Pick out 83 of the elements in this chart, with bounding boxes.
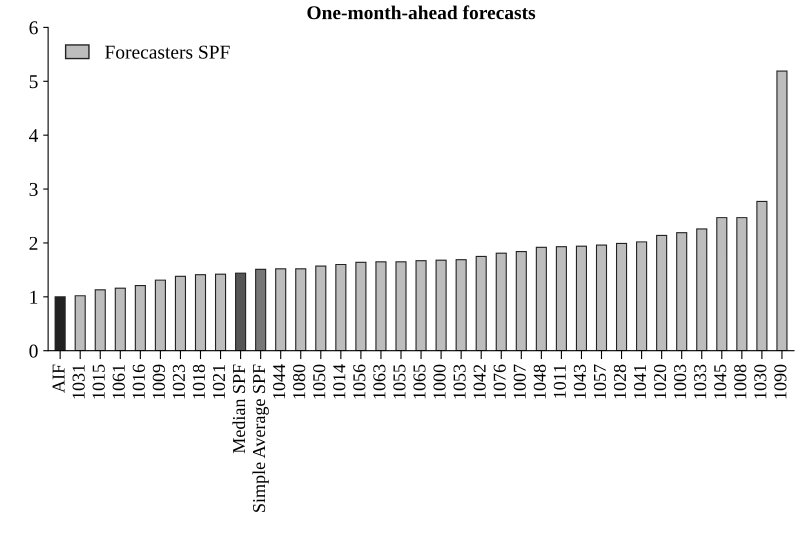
legend-label: Forecasters SPF — [105, 46, 230, 59]
x-tick-label: 1063 — [373, 364, 386, 398]
x-tick-label: 1033 — [694, 364, 706, 398]
bar — [315, 266, 326, 351]
x-tick-label: 1030 — [754, 364, 766, 398]
chart-title: One-month-ahead forecasts — [307, 5, 536, 20]
x-tick-label: 1016 — [132, 364, 145, 398]
x-tick-label: 1090 — [774, 364, 786, 398]
bar — [54, 296, 66, 351]
bar — [74, 295, 86, 351]
x-tick-label: 1020 — [654, 364, 666, 398]
x-tick-label: 1021 — [212, 365, 226, 398]
y-tick-label: 3 — [30, 182, 38, 196]
x-tick-label: 1042 — [474, 364, 486, 398]
bar — [716, 217, 728, 351]
x-tick-label: 1048 — [534, 364, 546, 398]
x-tick-label: 1000 — [433, 364, 446, 398]
y-tick-label: 4 — [29, 129, 38, 142]
x-tick-label: 1009 — [152, 364, 165, 398]
bar — [355, 262, 366, 351]
x-tick-label: 1041 — [634, 365, 646, 398]
bar — [776, 70, 788, 351]
bar — [736, 217, 748, 351]
bar — [496, 252, 507, 351]
bar — [616, 242, 628, 351]
bar — [556, 246, 567, 351]
y-tick-label: 1 — [30, 290, 38, 304]
x-tick-label: 1003 — [674, 364, 686, 398]
x-tick-label: 1018 — [192, 364, 206, 398]
bar — [214, 274, 226, 351]
y-tick-label: 5 — [30, 75, 38, 88]
bar — [596, 244, 608, 351]
bar — [235, 272, 246, 351]
bar — [255, 268, 266, 351]
x-tick-label: 1057 — [594, 364, 606, 398]
bar — [656, 234, 668, 351]
x-tick-label: 1031 — [72, 365, 85, 398]
x-tick-label: 1065 — [413, 364, 426, 398]
bar — [756, 200, 768, 351]
y-tick-label: 0 — [29, 344, 38, 358]
x-tick-label: 1056 — [353, 364, 366, 398]
bar — [516, 251, 527, 351]
bar — [94, 289, 106, 351]
bar — [476, 256, 487, 351]
x-tick-label: 1028 — [614, 364, 626, 398]
bar — [395, 261, 407, 351]
bar — [114, 288, 126, 351]
bar — [696, 228, 708, 351]
bar — [275, 268, 286, 351]
x-tick-label: 1045 — [714, 364, 726, 398]
x-tick-label: 1015 — [92, 364, 105, 398]
x-tick-label: 1055 — [393, 364, 406, 398]
y-tick-label: 2 — [30, 236, 38, 250]
x-tick-label: 1080 — [293, 364, 306, 398]
x-tick-label: Median SPF — [232, 364, 246, 454]
x-tick-label: 1044 — [273, 364, 286, 398]
bar — [154, 280, 166, 351]
x-tick-label: 1008 — [734, 364, 746, 398]
x-tick-label: 1023 — [172, 364, 185, 398]
bar — [134, 284, 146, 351]
x-tick-label: AIF — [52, 364, 64, 393]
bar — [415, 260, 427, 351]
y-tick-label: 6 — [30, 21, 38, 34]
bar — [194, 274, 206, 351]
x-tick-label: 1011 — [554, 365, 566, 398]
bar — [536, 246, 547, 351]
x-tick-label: 1043 — [574, 364, 586, 398]
x-tick-label: 1061 — [112, 365, 125, 398]
bar — [436, 260, 447, 351]
bar — [174, 276, 186, 351]
x-tick-label: 1014 — [333, 364, 346, 398]
bar — [576, 246, 588, 351]
bar — [456, 259, 467, 351]
x-tick-label: 1007 — [514, 364, 526, 398]
bar — [676, 232, 688, 351]
x-tick-label: 1050 — [313, 364, 326, 398]
bar — [636, 241, 648, 351]
x-tick-label: 1076 — [494, 364, 506, 398]
bar — [375, 261, 387, 351]
x-tick-label: 1053 — [453, 364, 466, 398]
bar — [335, 264, 346, 351]
x-tick-label: Simple Average SPF — [252, 364, 269, 512]
bar — [295, 268, 306, 351]
